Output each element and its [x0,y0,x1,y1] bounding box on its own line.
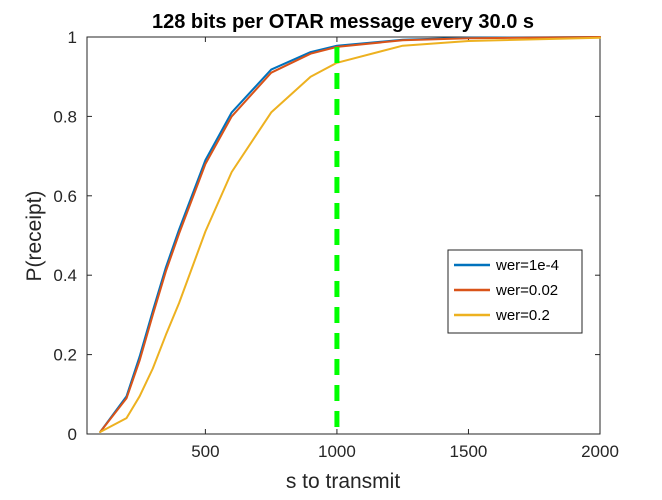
chart-title: 128 bits per OTAR message every 30.0 s [152,11,534,33]
legend-label: wer=0.2 [495,307,550,324]
y-tick-label: 1 [68,28,77,47]
y-tick-label: 0.2 [53,346,77,365]
x-tick-label: 1000 [318,442,356,461]
x-tick-label: 2000 [581,442,619,461]
x-tick-label: 500 [191,442,219,461]
series-line [99,36,601,433]
y-tick-label: 0.6 [53,187,77,206]
legend-label: wer=0.02 [495,282,558,299]
y-tick-label: 0.4 [53,266,77,285]
y-tick-label: 0 [68,425,77,444]
series-line [99,36,601,433]
plot-area: 500 1000 1500 2000 0 0.2 0.4 0.6 0.8 1 [53,28,619,461]
legend: wer=1e-4 wer=0.02 wer=0.2 [447,249,583,334]
legend-label: wer=1e-4 [495,257,559,274]
axes-box [86,36,601,435]
y-axis-label: P(receipt) [23,190,46,281]
y-tick-label: 0.8 [53,107,77,126]
x-axis-label: s to transmit [286,470,401,493]
x-tick-label: 1500 [450,442,488,461]
